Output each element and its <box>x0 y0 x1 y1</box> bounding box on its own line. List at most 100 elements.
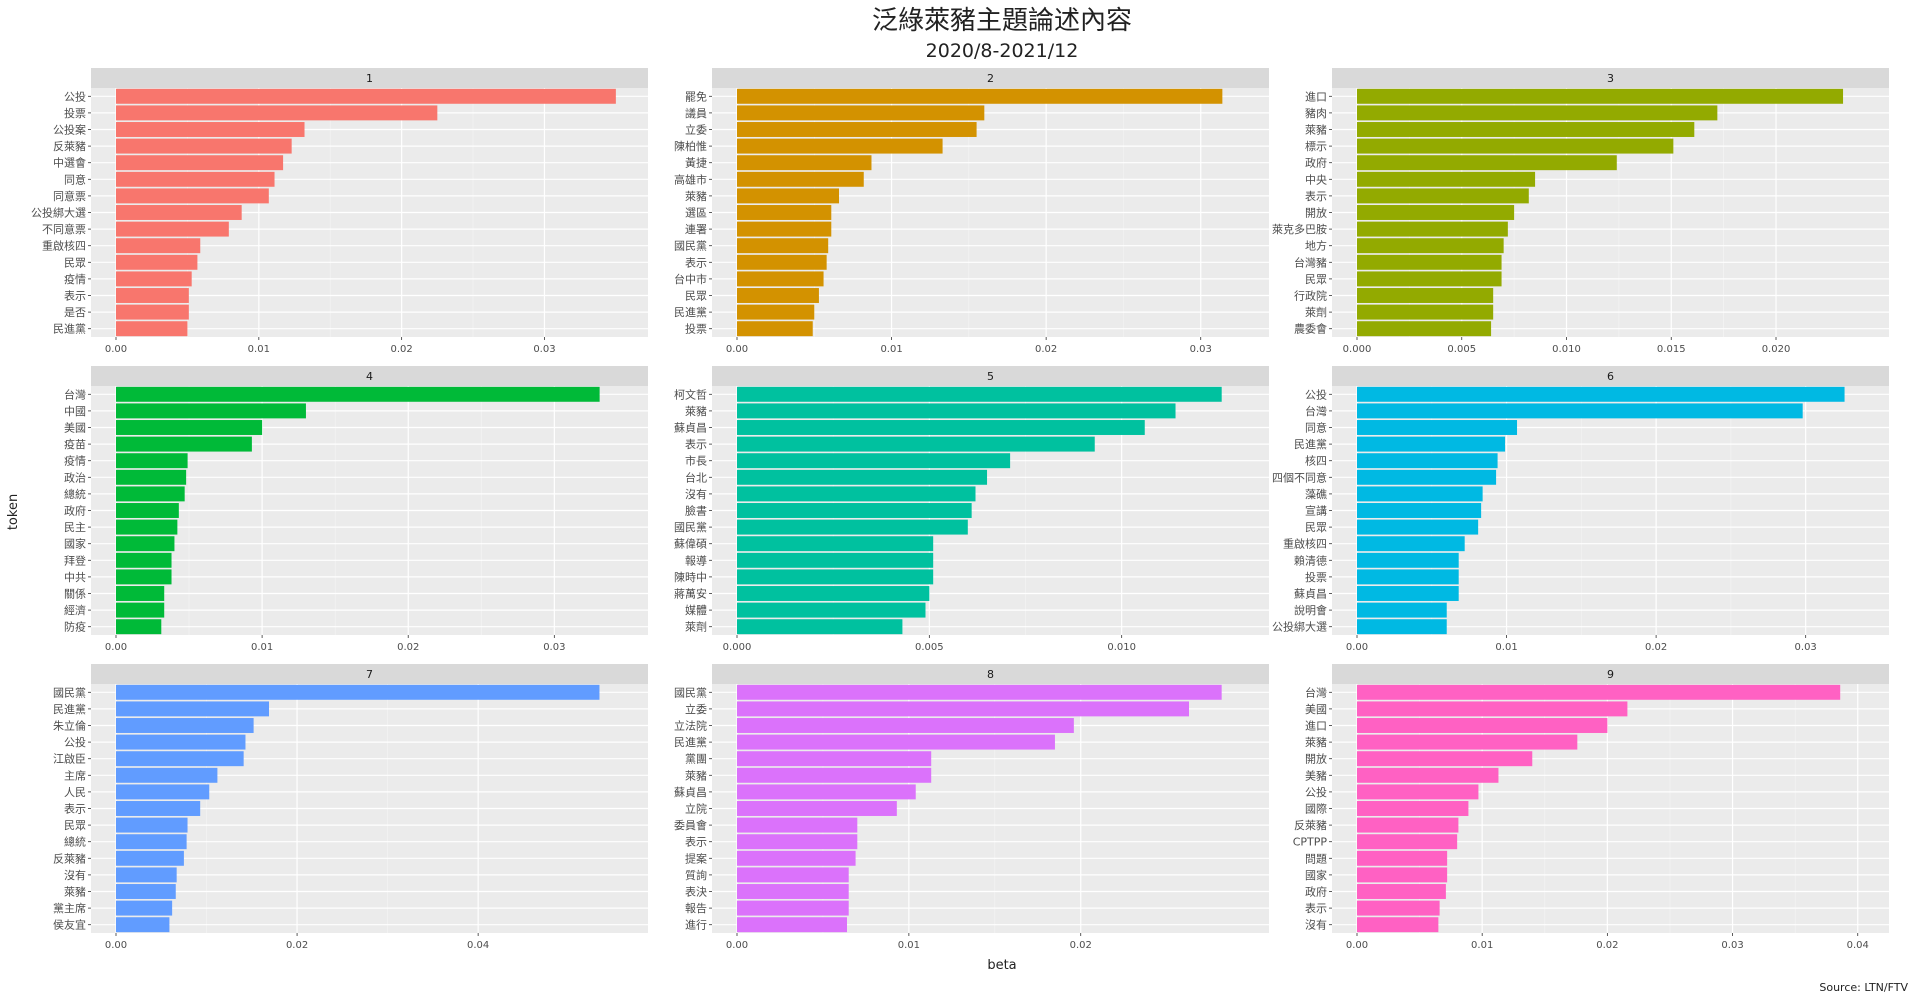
y-tick-label: 朱立倫 <box>53 719 86 733</box>
y-tick-label: 同意票 <box>53 189 86 203</box>
x-tick-label: 0.04 <box>1847 940 1869 951</box>
y-tick-label: 美國 <box>64 422 86 435</box>
facet-strip-label: 3 <box>1607 72 1614 85</box>
y-tick-label: 防疫 <box>64 620 86 634</box>
y-tick-label: 蘇貞昌 <box>674 422 707 435</box>
y-tick-label: 總統 <box>64 487 86 501</box>
bar <box>116 238 201 254</box>
y-tick-label: 國民黨 <box>674 520 707 534</box>
bar <box>737 171 864 187</box>
bar <box>737 503 972 518</box>
bar <box>116 271 192 287</box>
x-tick-label: 0.015 <box>1657 344 1686 355</box>
chart-subtitle: 2020/8-2021/12 <box>926 40 1079 62</box>
bar <box>737 321 813 337</box>
y-tick-label: 陳時中 <box>674 571 707 584</box>
x-tick-label: 0.00 <box>1346 642 1368 653</box>
bar <box>737 486 976 502</box>
x-tick-label: 0.005 <box>1447 344 1476 355</box>
bar <box>1357 552 1459 568</box>
y-tick-label: 疫苗 <box>64 437 86 451</box>
bar <box>737 850 856 866</box>
y-tick-label: 國民黨 <box>53 685 86 699</box>
facet-strip <box>91 366 648 386</box>
bar <box>1357 536 1465 552</box>
bar <box>116 801 201 816</box>
bar <box>1357 453 1498 469</box>
bar <box>1357 171 1536 187</box>
y-tick-label: 地方 <box>1305 239 1327 253</box>
facet-strip <box>91 664 648 684</box>
x-tick-label: 0.02 <box>391 344 413 355</box>
y-tick-label: 萊劑 <box>1305 305 1327 319</box>
bar <box>116 917 170 933</box>
bar <box>116 867 177 883</box>
y-tick-label: 表示 <box>685 835 707 849</box>
bar <box>116 602 165 618</box>
y-tick-label: 黨主席 <box>53 901 86 915</box>
bar <box>1357 784 1479 800</box>
y-tick-label: 報告 <box>685 902 707 915</box>
x-tick-label: 0.03 <box>533 344 555 355</box>
y-tick-label: 江啟臣 <box>53 752 86 766</box>
bar <box>116 850 184 866</box>
x-tick-label: 0.03 <box>1795 642 1817 653</box>
bar <box>1357 834 1458 850</box>
bar <box>116 718 254 733</box>
y-tick-label: 蘇貞昌 <box>674 786 707 799</box>
y-tick-label: 中選會 <box>53 156 86 170</box>
y-tick-label: 反萊豬 <box>53 139 86 153</box>
y-tick-label: 蔣萬安 <box>674 587 707 601</box>
x-tick-label: 0.00 <box>105 344 127 355</box>
bar <box>737 155 872 171</box>
bar <box>116 420 263 435</box>
bar <box>1357 420 1518 435</box>
bar <box>116 436 252 452</box>
bar <box>737 834 858 850</box>
x-tick-label: 0.02 <box>397 642 419 653</box>
y-tick-label: 台灣豬 <box>1294 255 1327 269</box>
y-tick-label: 台灣 <box>1305 404 1327 418</box>
bar <box>1357 718 1608 733</box>
bar <box>737 684 1222 700</box>
y-tick-label: 政治 <box>64 470 86 484</box>
bar <box>116 188 269 204</box>
y-tick-label: 重啟核四 <box>42 239 86 253</box>
bar <box>737 767 932 783</box>
bar <box>737 801 897 816</box>
y-tick-label: 政府 <box>64 504 86 518</box>
bar <box>737 88 1223 104</box>
bar <box>1357 751 1533 767</box>
y-tick-label: 蘇貞昌 <box>1294 588 1327 601</box>
y-tick-label: 民眾 <box>64 256 86 269</box>
bar <box>1357 138 1674 154</box>
bar <box>116 403 306 419</box>
y-tick-label: 重啟核四 <box>1283 537 1327 551</box>
bar <box>1357 288 1494 303</box>
y-tick-label: 萊克多巴胺 <box>1272 222 1327 236</box>
x-tick-label: 0.00 <box>105 940 127 951</box>
y-tick-label: 表示 <box>1305 901 1327 915</box>
y-tick-label: 公投 <box>64 735 86 749</box>
y-tick-label: 說明會 <box>1294 603 1327 617</box>
y-tick-label: 選區 <box>685 207 707 220</box>
bar <box>737 271 824 287</box>
bar <box>737 288 819 303</box>
y-tick-label: 民進黨 <box>674 305 707 319</box>
x-tick-label: 0.020 <box>1762 344 1791 355</box>
y-tick-label: 媒體 <box>685 604 707 617</box>
bar <box>737 519 968 535</box>
bar <box>1357 917 1439 933</box>
facet-strip-label: 8 <box>987 668 994 681</box>
bar <box>116 503 179 518</box>
y-tick-label: 民進黨 <box>53 702 86 716</box>
bar <box>737 205 832 220</box>
x-tick-label: 0.005 <box>915 642 944 653</box>
x-tick-label: 0.02 <box>286 940 308 951</box>
y-tick-label: 民眾 <box>1305 521 1327 534</box>
y-tick-label: 萊豬 <box>685 189 707 203</box>
y-tick-label: 關係 <box>64 588 86 601</box>
bar <box>1357 734 1578 750</box>
